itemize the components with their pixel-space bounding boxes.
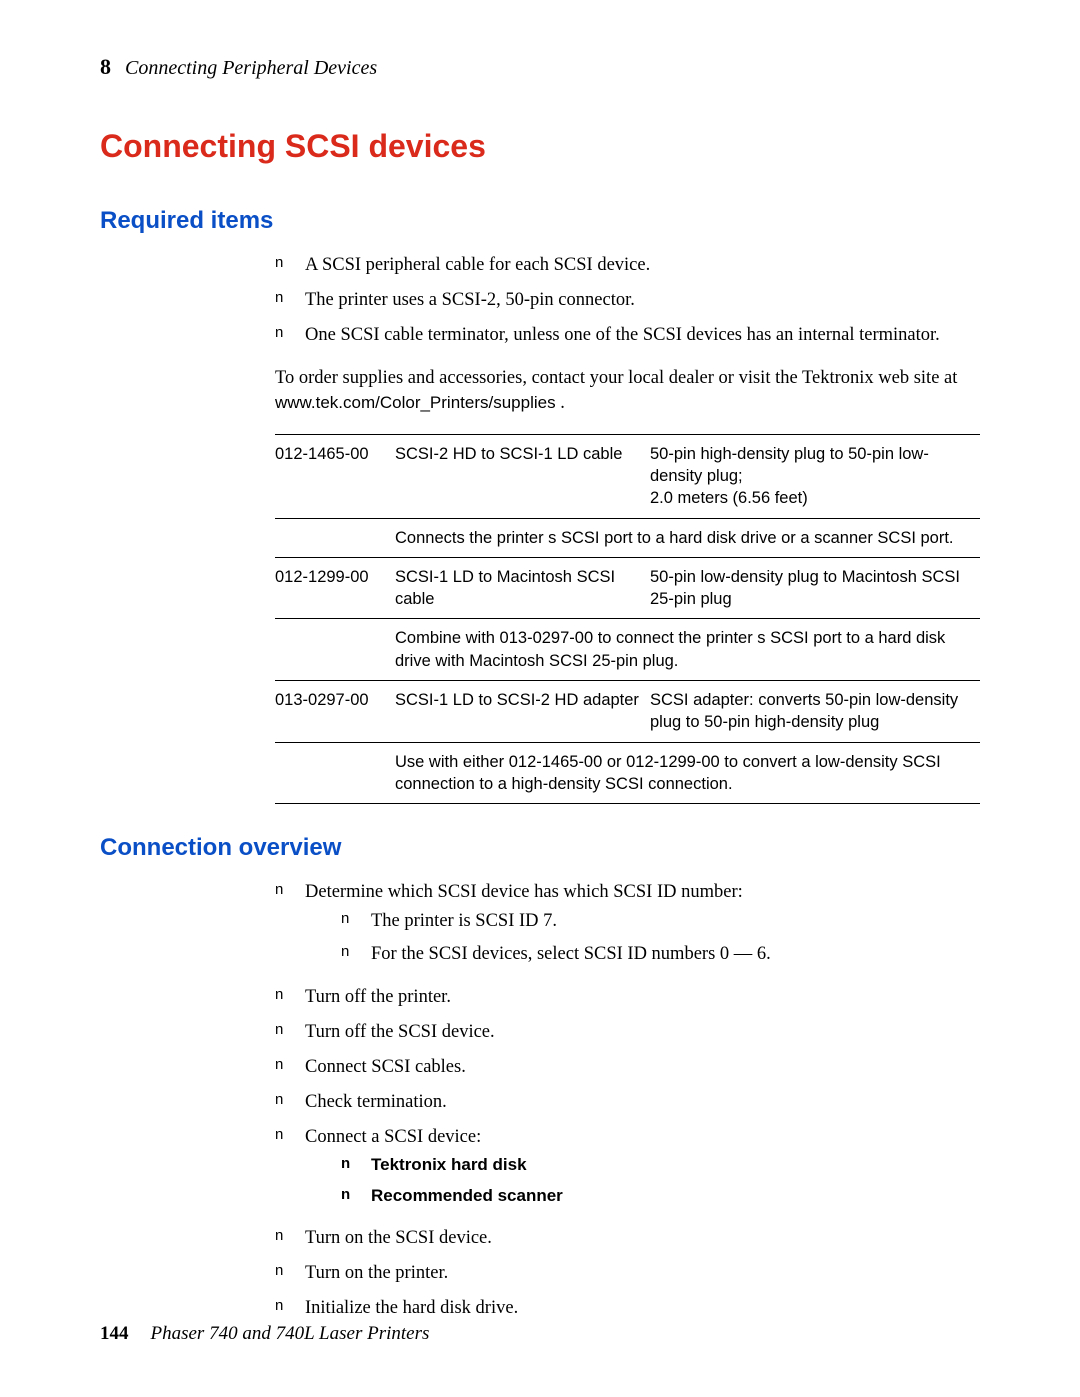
order-url: www.tek.com/Color_Printers/supplies bbox=[275, 393, 556, 412]
part-number: 012-1465-00 bbox=[275, 434, 395, 518]
bullet-icon: n bbox=[275, 880, 287, 975]
chapter-title: Connecting Peripheral Devices bbox=[125, 57, 377, 80]
order-text-pre: To order supplies and accessories, conta… bbox=[275, 368, 957, 388]
list-text: Recommended scanner bbox=[371, 1185, 563, 1208]
parts-table: 012-1465-00 SCSI-2 HD to SCSI-1 LD cable… bbox=[275, 434, 980, 804]
table-row: 012-1465-00 SCSI-2 HD to SCSI-1 LD cable… bbox=[275, 434, 980, 518]
list-text: Connect SCSI cables. bbox=[305, 1055, 466, 1080]
part-desc: SCSI-1 LD to Macintosh SCSI cable bbox=[395, 557, 650, 619]
page-header: 8 Connecting Peripheral Devices bbox=[100, 54, 980, 80]
bullet-icon: n bbox=[341, 942, 353, 967]
list-text: Turn on the SCSI device. bbox=[305, 1226, 492, 1251]
list-text: The printer is SCSI ID 7. bbox=[371, 909, 557, 934]
list-text: Turn off the SCSI device. bbox=[305, 1020, 495, 1045]
bullet-icon: n bbox=[341, 909, 353, 934]
list-item: n The printer is SCSI ID 7. bbox=[341, 909, 771, 934]
required-items-block: n A SCSI peripheral cable for each SCSI d… bbox=[275, 253, 980, 804]
bullet-icon: n bbox=[275, 1226, 287, 1251]
list-item: n For the SCSI devices, select SCSI ID nu… bbox=[341, 942, 771, 967]
table-row: Use with either 012-1465-00 or 012-1299-… bbox=[275, 742, 980, 804]
part-note: Use with either 012-1465-00 or 012-1299-… bbox=[395, 742, 980, 804]
list-item: n Turn on the printer. bbox=[275, 1261, 980, 1286]
bullet-icon: n bbox=[275, 985, 287, 1010]
bullet-icon: n bbox=[275, 1261, 287, 1286]
order-paragraph: To order supplies and accessories, conta… bbox=[275, 366, 980, 416]
part-number: 012-1299-00 bbox=[275, 557, 395, 619]
part-desc: SCSI-1 LD to SCSI-2 HD adapter bbox=[395, 680, 650, 742]
list-item: n Turn on the SCSI device. bbox=[275, 1226, 980, 1251]
list-item: n Connect SCSI cables. bbox=[275, 1055, 980, 1080]
bullet-icon: n bbox=[275, 1125, 287, 1216]
list-text: Turn off the printer. bbox=[305, 985, 451, 1010]
part-note: Combine with 013-0297-00 to connect the … bbox=[395, 619, 980, 681]
list-text: For the SCSI devices, select SCSI ID num… bbox=[371, 942, 771, 967]
table-row: 013-0297-00 SCSI-1 LD to SCSI-2 HD adapt… bbox=[275, 680, 980, 742]
list-text: One SCSI cable terminator, unless one of… bbox=[305, 323, 940, 348]
table-row: 012-1299-00 SCSI-1 LD to Macintosh SCSI … bbox=[275, 557, 980, 619]
bullet-icon: n bbox=[275, 1090, 287, 1115]
chapter-number: 8 bbox=[100, 54, 111, 80]
list-text: Connect a SCSI device: bbox=[305, 1127, 481, 1147]
list-item: n Connect a SCSI device: n Tektronix hard… bbox=[275, 1125, 980, 1216]
overview-list: n Determine which SCSI device has which … bbox=[275, 880, 980, 1321]
list-item: n Determine which SCSI device has which … bbox=[275, 880, 980, 975]
bullet-icon: n bbox=[275, 253, 287, 278]
overview-block: n Determine which SCSI device has which … bbox=[275, 880, 980, 1321]
bullet-icon: n bbox=[275, 1055, 287, 1080]
list-item: n Turn off the printer. bbox=[275, 985, 980, 1010]
list-item: n Recommended scanner bbox=[341, 1185, 563, 1208]
sub-list: n Tektronix hard disk n Recommended scanne… bbox=[341, 1154, 563, 1208]
list-item: n Turn off the SCSI device. bbox=[275, 1020, 980, 1045]
list-text-wrap: Connect a SCSI device: n Tektronix hard d… bbox=[305, 1125, 563, 1216]
page-footer: 144 Phaser 740 and 740L Laser Printers bbox=[100, 1323, 429, 1345]
part-note: Connects the printer s SCSI port to a ha… bbox=[395, 518, 980, 557]
part-spec: 50-pin low-density plug to Macintosh SCS… bbox=[650, 557, 980, 619]
list-text-wrap: Determine which SCSI device has which SC… bbox=[305, 880, 771, 975]
list-text: Tektronix hard disk bbox=[371, 1154, 527, 1177]
bullet-icon: n bbox=[275, 1296, 287, 1321]
section-connection-overview: Connection overview bbox=[100, 834, 980, 862]
part-number: 013-0297-00 bbox=[275, 680, 395, 742]
page-number: 144 bbox=[100, 1323, 129, 1345]
list-item: n The printer uses a SCSI-2, 50-pin conne… bbox=[275, 288, 980, 313]
list-text: Turn on the printer. bbox=[305, 1261, 448, 1286]
part-spec: SCSI adapter: converts 50-pin low-densit… bbox=[650, 680, 980, 742]
list-text: Check termination. bbox=[305, 1090, 447, 1115]
part-desc: SCSI-2 HD to SCSI-1 LD cable bbox=[395, 434, 650, 518]
list-text: Determine which SCSI device has which SC… bbox=[305, 882, 743, 902]
sub-list: n The printer is SCSI ID 7. n For the SCSI… bbox=[341, 909, 771, 967]
list-item: n One SCSI cable terminator, unless one o… bbox=[275, 323, 980, 348]
bullet-icon: n bbox=[341, 1154, 353, 1177]
main-title: Connecting SCSI devices bbox=[100, 128, 980, 165]
list-text: Initialize the hard disk drive. bbox=[305, 1296, 518, 1321]
part-spec: 50-pin high-density plug to 50-pin low-d… bbox=[650, 434, 980, 518]
section-required-items: Required items bbox=[100, 207, 980, 235]
bullet-icon: n bbox=[275, 1020, 287, 1045]
list-item: n Initialize the hard disk drive. bbox=[275, 1296, 980, 1321]
list-item: n Check termination. bbox=[275, 1090, 980, 1115]
order-text-post: . bbox=[556, 393, 565, 413]
bullet-icon: n bbox=[341, 1185, 353, 1208]
bullet-icon: n bbox=[275, 288, 287, 313]
list-text: The printer uses a SCSI-2, 50-pin connec… bbox=[305, 288, 635, 313]
list-text: A SCSI peripheral cable for each SCSI de… bbox=[305, 253, 650, 278]
required-items-list: n A SCSI peripheral cable for each SCSI d… bbox=[275, 253, 980, 348]
list-item: n A SCSI peripheral cable for each SCSI d… bbox=[275, 253, 980, 278]
footer-title: Phaser 740 and 740L Laser Printers bbox=[151, 1323, 430, 1345]
bullet-icon: n bbox=[275, 323, 287, 348]
table-row: Combine with 013-0297-00 to connect the … bbox=[275, 619, 980, 681]
table-row: Connects the printer s SCSI port to a ha… bbox=[275, 518, 980, 557]
list-item: n Tektronix hard disk bbox=[341, 1154, 563, 1177]
